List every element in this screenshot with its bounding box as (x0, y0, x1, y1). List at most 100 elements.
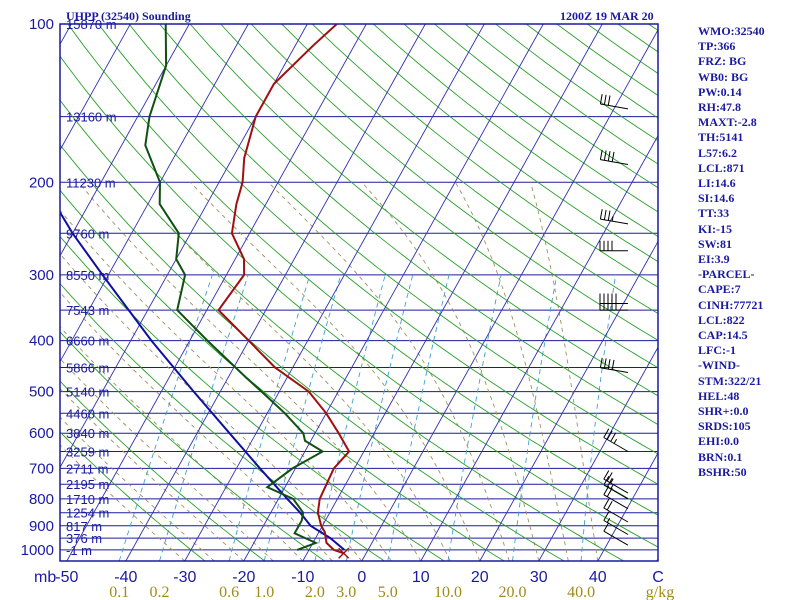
pressure-tick-label: 100 (29, 16, 54, 33)
mixing-ratio-5 (387, 274, 450, 561)
index-line: STM:322/21 (698, 373, 762, 388)
dry-adiabat-100 (189, 24, 658, 397)
dry-adiabat-110 (220, 24, 658, 369)
dry-adiabat-10 (60, 235, 445, 561)
index-line: PW:0.14 (698, 84, 742, 99)
index-line: HEL:48 (698, 388, 740, 403)
index-line: TH:5141 (698, 130, 744, 145)
moist-adiabat-20 (190, 181, 481, 561)
wind-barb-staff (603, 520, 629, 535)
wind-barb-staff (600, 159, 629, 165)
dry-adiabat-130 (281, 24, 658, 315)
wind-barb-flag (607, 151, 611, 162)
wind-barb-flag (607, 359, 611, 370)
height-tick-label: 11230 m (66, 175, 116, 190)
dry-adiabat-90 (159, 24, 658, 426)
moist-adiabat--20 (60, 387, 245, 561)
wind-barb-staff (603, 494, 629, 510)
index-line: TP:366 (698, 39, 736, 54)
isotherm-40 (597, 452, 658, 561)
sounding-profiles (60, 24, 351, 559)
wind-barb-staff (603, 484, 629, 500)
mixing-ratio-tick-label: 20.0 (499, 584, 527, 600)
mixing-ratio-1 (263, 274, 342, 561)
moist-adiabat--25 (60, 416, 215, 561)
wind-barb-flag (603, 150, 607, 161)
pressure-unit-label: mb (34, 569, 56, 586)
temperature-tick-label: 10 (412, 569, 430, 586)
height-tick-label: 2711 m (66, 461, 108, 476)
height-tick-label: 817 m (66, 519, 102, 534)
height-tick-label: 13160 m (66, 110, 117, 125)
wind-barb (603, 499, 629, 523)
mixing-ratio-tick-label: 10.0 (434, 584, 462, 600)
wind-barb-flag (611, 151, 615, 162)
dry-adiabat-80 (128, 24, 658, 455)
isotherm--10 (302, 24, 603, 561)
isotherm--80 (60, 24, 190, 257)
index-line: SHR+:0.0 (698, 404, 749, 419)
index-line: LFC:-1 (698, 343, 736, 358)
wind-barb-staff (600, 103, 629, 110)
wind-barb-staff (600, 218, 629, 225)
wind-barb-flag (603, 209, 607, 220)
pressure-tick-label: 700 (29, 460, 54, 477)
index-line: RH:47.8 (698, 100, 741, 115)
surface-marker (338, 547, 350, 559)
wind-barb-flag (611, 216, 614, 222)
index-line: -WIND- (698, 358, 740, 373)
index-line: BRN:0.1 (698, 449, 743, 464)
wind-barb (599, 149, 629, 165)
wind-barb-flag (611, 359, 615, 370)
pressure-tick-label: 200 (29, 174, 54, 191)
mixing-ratio-lines (118, 274, 617, 561)
isotherm--70 (60, 24, 249, 363)
wind-barb (599, 357, 629, 373)
isotherm--110 (0, 24, 12, 561)
temperature-tick-label: 40 (589, 569, 607, 586)
dewpoint-profile-line (144, 24, 325, 551)
index-line: LCL:822 (698, 312, 745, 327)
pressure-axis: 100 200 300 400 500 600 700 800 900 1000 (21, 16, 54, 559)
wind-barb (599, 293, 628, 304)
wind-barb-flag (599, 149, 603, 160)
chart-timestamp: 1200Z 19 MAR 20 (560, 9, 654, 23)
temperature-tick-label: 0 (357, 569, 366, 586)
moist-adiabat-10 (78, 182, 422, 561)
isotherm--30 (184, 24, 485, 561)
wind-barb (599, 94, 629, 110)
height-tick-label: 5866 m (66, 361, 109, 376)
index-line: BSHR:50 (698, 464, 747, 479)
isotherm-20 (479, 240, 658, 561)
mixing-ratio-40 (580, 274, 617, 561)
mixing-ratio-tick-label: g/kg (646, 584, 674, 600)
temperature-tick-label: 30 (530, 569, 548, 586)
sounding-indices-panel: WMO:32540 TP:366 FRZ: BG WB0: BG PW:0.14 RH:4… (698, 24, 798, 480)
plot-frame (59, 23, 659, 562)
wind-barb-flag (606, 472, 613, 482)
wind-barb-staff (603, 478, 629, 494)
index-line: SI:14.6 (698, 191, 735, 206)
wind-barb (599, 209, 629, 225)
wind-barb (603, 470, 629, 494)
height-tick-label: 15870 m (66, 17, 117, 32)
moist-adiabat--15 (60, 357, 274, 561)
dry-adiabat-40 (60, 99, 624, 561)
index-line: CINH:77721 (698, 297, 764, 312)
temperature-tick-label: -40 (114, 569, 137, 586)
mixing-ratio-tick-label: 2.0 (305, 584, 325, 600)
index-line: CAPE:7 (698, 282, 741, 297)
height-tick-label: -1 m (66, 543, 92, 558)
mixing-ratio-tick-label: 0.2 (150, 584, 170, 600)
mixing-ratio-tick-label: 0.6 (219, 584, 239, 600)
pressure-tick-label: 400 (29, 333, 54, 350)
index-line: WMO:32540 (698, 24, 765, 38)
mixing-ratio-tick-label: 0.1 (109, 584, 129, 600)
mixing-ratio-tick-label: 1.0 (254, 584, 274, 600)
pressure-tick-label: 1000 (21, 542, 54, 559)
index-line: L57:6.2 (698, 145, 737, 160)
wind-barb (603, 522, 629, 546)
index-line: KI:-15 (698, 221, 732, 236)
index-line: EI:3.9 (698, 252, 730, 267)
